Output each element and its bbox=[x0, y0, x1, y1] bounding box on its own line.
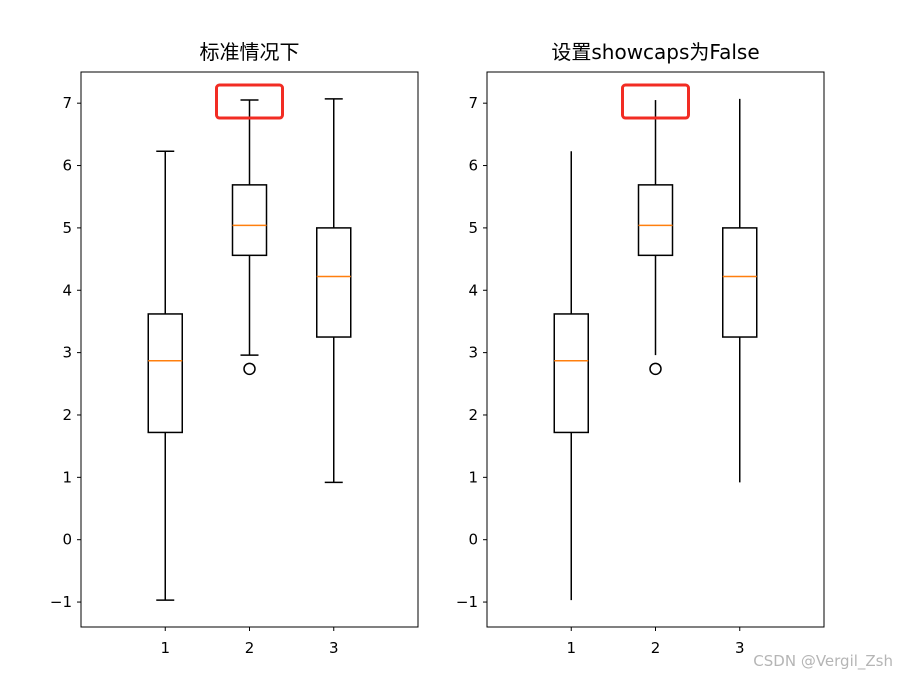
y-tick-label: 3 bbox=[468, 344, 478, 362]
y-tick-label: 6 bbox=[62, 157, 72, 175]
subplot-standard: 标准情况下 −1 0 1 2 3 4 5 6 7 1 2 3 bbox=[50, 40, 419, 657]
highlight-box bbox=[621, 83, 690, 120]
watermark: CSDN @Vergil_Zsh bbox=[753, 652, 893, 670]
iqr-box bbox=[553, 313, 589, 434]
iqr-box bbox=[637, 184, 674, 257]
iqr-box bbox=[722, 227, 758, 338]
y-tick-label: 6 bbox=[468, 157, 478, 175]
y-tick-label: 1 bbox=[62, 468, 72, 486]
highlight-box bbox=[215, 83, 284, 120]
y-tick-label: 4 bbox=[468, 281, 478, 299]
x-tick-label: 1 bbox=[566, 639, 576, 657]
subplot-title: 设置showcaps为False bbox=[551, 40, 759, 64]
outlier-point bbox=[649, 362, 662, 376]
iqr-box bbox=[231, 184, 268, 257]
y-tick-label: 2 bbox=[62, 406, 72, 424]
y-tick-label: 1 bbox=[468, 468, 478, 486]
x-tick-label: 3 bbox=[329, 639, 339, 657]
y-tick-label: 5 bbox=[62, 219, 72, 237]
boxplot-3 bbox=[722, 98, 758, 483]
y-tick-label: 7 bbox=[62, 94, 72, 112]
iqr-box bbox=[147, 313, 183, 434]
y-tick-label: 5 bbox=[468, 219, 478, 237]
boxplot-2 bbox=[637, 100, 674, 376]
boxplot-1 bbox=[553, 151, 589, 601]
y-tick-label: 7 bbox=[468, 94, 478, 112]
y-tick-label: 3 bbox=[62, 344, 72, 362]
x-tick-label: 2 bbox=[245, 639, 255, 657]
x-tick-label: 3 bbox=[735, 639, 745, 657]
boxplot-2 bbox=[231, 99, 268, 376]
outlier-point bbox=[243, 362, 256, 376]
subplot-showcaps-false: 设置showcaps为False −1 0 1 2 3 4 5 6 7 1 2 3 bbox=[456, 40, 825, 657]
y-tick-label: −1 bbox=[50, 593, 72, 611]
y-tick-label: 0 bbox=[62, 531, 72, 549]
y-tick-label: 4 bbox=[62, 281, 72, 299]
subplot-title: 标准情况下 bbox=[200, 40, 300, 64]
y-tick-label: 2 bbox=[468, 406, 478, 424]
iqr-box bbox=[316, 227, 352, 338]
x-tick-label: 2 bbox=[651, 639, 661, 657]
y-tick-label: 0 bbox=[468, 531, 478, 549]
x-tick-label: 1 bbox=[160, 639, 170, 657]
y-tick-label: −1 bbox=[456, 593, 478, 611]
boxplot-1 bbox=[147, 150, 183, 601]
boxplot-3 bbox=[316, 98, 352, 484]
